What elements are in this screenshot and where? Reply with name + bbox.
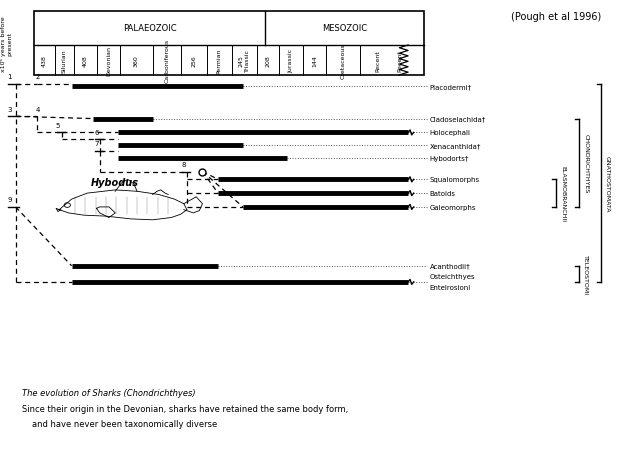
Text: TELEOSTOMI: TELEOSTOMI: [583, 254, 588, 294]
Text: PALAEOZOIC: PALAEOZOIC: [123, 24, 176, 33]
Text: The evolution of Sharks (Chondrichthyes): The evolution of Sharks (Chondrichthyes): [22, 388, 196, 397]
Text: CHONDRICHTHYES: CHONDRICHTHYES: [583, 134, 588, 193]
Text: Recent: Recent: [397, 50, 402, 72]
Text: Placodermi†: Placodermi†: [430, 84, 472, 90]
Text: Squalomorphs: Squalomorphs: [430, 177, 480, 183]
Text: 7: 7: [94, 141, 99, 147]
Text: Holocephali: Holocephali: [430, 130, 471, 136]
Text: 360: 360: [134, 55, 139, 67]
Text: Silurian: Silurian: [62, 49, 67, 73]
Text: Cladoselachida†: Cladoselachida†: [430, 116, 486, 123]
Text: 438: 438: [42, 55, 47, 67]
Text: 3: 3: [7, 106, 12, 112]
Text: Hybodus: Hybodus: [91, 177, 140, 187]
Text: Permian: Permian: [217, 48, 222, 73]
Text: 408: 408: [82, 55, 88, 67]
Text: GNATHOSTOMATA: GNATHOSTOMATA: [605, 156, 610, 212]
Text: Osteichthyes: Osteichthyes: [430, 274, 475, 280]
Text: 8: 8: [181, 162, 186, 168]
Bar: [34, 11, 424, 76]
Text: 4: 4: [35, 106, 40, 112]
Text: Since their origin in the Devonian, sharks have retained the same body form,: Since their origin in the Devonian, shar…: [22, 404, 348, 413]
Text: 1: 1: [7, 73, 12, 79]
Text: Entelrosioni: Entelrosioni: [430, 285, 471, 291]
Text: Batoids: Batoids: [430, 190, 456, 197]
Text: ELASMOBRANCHII: ELASMOBRANCHII: [560, 166, 565, 222]
Text: (Pough et al 1996): (Pough et al 1996): [511, 11, 601, 22]
Text: 9: 9: [7, 197, 12, 203]
Text: 144: 144: [312, 55, 318, 67]
Text: Galeomorphs: Galeomorphs: [430, 204, 477, 211]
Text: Cretaceous: Cretaceous: [341, 43, 346, 78]
Text: Acanthodii†: Acanthodii†: [430, 263, 470, 269]
Text: Devonian: Devonian: [106, 46, 111, 76]
Text: Carboniferous: Carboniferous: [164, 39, 169, 83]
Text: Xenacanthida†: Xenacanthida†: [430, 143, 482, 149]
Text: Recent: Recent: [375, 50, 381, 72]
Text: 256: 256: [191, 55, 196, 67]
Text: Hybodorts†: Hybodorts†: [430, 155, 469, 162]
Text: MESOZOIC: MESOZOIC: [321, 24, 367, 33]
Text: x10⁶ years before
present: x10⁶ years before present: [1, 16, 12, 71]
Text: Jurassic: Jurassic: [288, 49, 294, 73]
Text: 6: 6: [94, 129, 99, 135]
Text: and have never been taxonomically diverse: and have never been taxonomically divers…: [32, 419, 217, 428]
Text: 2: 2: [35, 73, 40, 79]
Text: 245
Triassic: 245 Triassic: [239, 50, 250, 73]
Text: 208: 208: [265, 55, 270, 67]
Text: 5: 5: [55, 123, 60, 129]
